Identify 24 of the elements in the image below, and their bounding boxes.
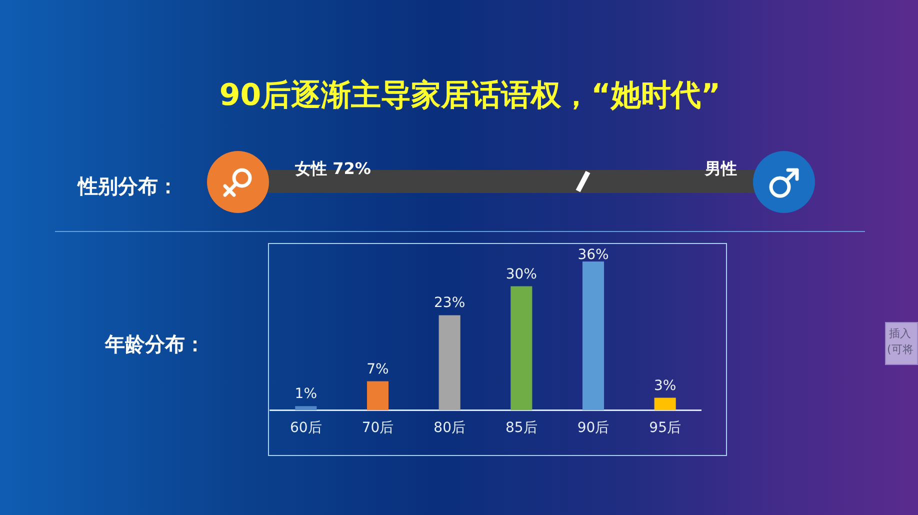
comment-box: 插入 (可将 <box>885 322 918 365</box>
bar <box>654 398 676 410</box>
x-tick-label: 60后 <box>290 420 322 436</box>
text: 女性 72% <box>295 159 371 178</box>
data-label: 30% <box>506 266 537 282</box>
bar <box>366 381 389 410</box>
x-tick-label: 85后 <box>506 420 538 436</box>
data-label: 1% <box>294 386 318 402</box>
bar <box>582 262 604 410</box>
data-label: 3% <box>654 378 676 394</box>
text: 男性 <box>705 159 737 178</box>
bar <box>510 286 532 410</box>
x-tick-label: 80后 <box>434 420 466 436</box>
bar <box>438 315 460 410</box>
chart-title: 90后逐渐主导家居话语权，“她时代” <box>218 78 722 114</box>
x-tick-label: 95后 <box>649 420 681 436</box>
x-tick-label: 70后 <box>362 420 394 436</box>
text: 年龄分布： <box>105 332 205 356</box>
bar <box>295 406 317 410</box>
data-label: 36% <box>578 247 609 263</box>
text: 性别分布： <box>78 174 178 198</box>
x-tick-label: 90后 <box>577 420 610 436</box>
data-label: 7% <box>366 361 389 378</box>
data-label: 23% <box>434 295 466 312</box>
